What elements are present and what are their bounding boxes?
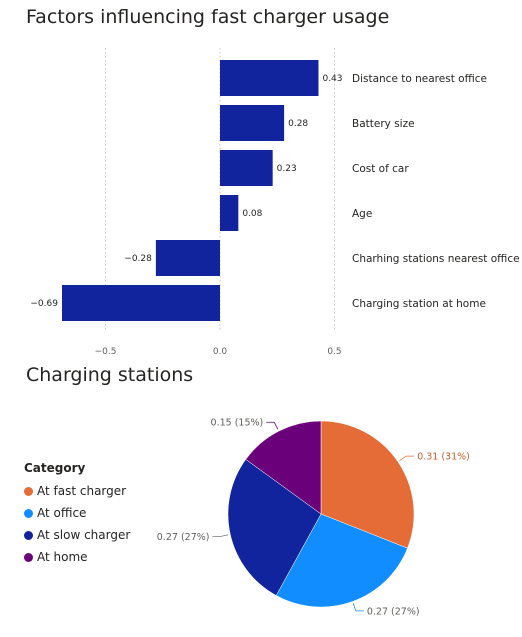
x-tick-label: −0.5 [95, 347, 117, 357]
pie-slice-label: 0.15 (15%) [211, 418, 264, 429]
bar-value-label: −0.28 [124, 254, 152, 264]
pie-slice[interactable] [275, 513, 408, 608]
bar[interactable] [220, 105, 285, 141]
legend-marker [24, 552, 33, 562]
category-label: Age [352, 208, 372, 220]
bar-value-label: 0.28 [288, 119, 308, 129]
bar[interactable] [220, 195, 239, 231]
pie-slice[interactable] [320, 420, 415, 549]
pie-slice-label: 0.31 (31%) [417, 452, 470, 463]
pie-leader-line [266, 421, 279, 430]
bar[interactable] [220, 60, 319, 96]
legend-item[interactable]: At fast charger [24, 480, 130, 502]
legend-label: At slow charger [37, 528, 131, 542]
bar-chart: −0.5 0.0 0.5 0.43 Distance to nearest office… [30, 48, 520, 357]
pie-legend: Category At fast charger At office At slow… [24, 461, 130, 568]
legend-marker [24, 530, 33, 540]
category-label: Charging station at home [352, 298, 486, 310]
legend-item[interactable]: At slow charger [24, 524, 130, 546]
legend-label: At fast charger [37, 484, 127, 498]
category-label: Cost of car [352, 163, 409, 175]
bar-value-label: 0.08 [242, 209, 262, 219]
category-label: Battery size [352, 118, 415, 130]
pie-leader-line [352, 603, 364, 612]
category-label: Distance to nearest office [352, 73, 487, 85]
pie-chart-title: Charging stations [26, 364, 194, 386]
legend-marker [24, 486, 33, 496]
bar-value-label: 0.23 [277, 164, 297, 174]
bar[interactable] [61, 285, 220, 321]
bar-value-label: −0.69 [30, 299, 58, 309]
x-tick-label: 0.0 [213, 347, 228, 357]
pie-slice-label: 0.27 (27%) [157, 532, 210, 543]
legend-marker [24, 508, 33, 518]
pie-slice[interactable] [227, 458, 322, 596]
legend-item[interactable]: At home [24, 546, 130, 568]
pie-slice-label: 0.27 (27%) [367, 606, 420, 617]
category-label: Charhing stations nearest office [352, 253, 520, 265]
legend-label: At home [37, 550, 88, 564]
bar-chart-title: Factors influencing fast charger usage [26, 6, 390, 28]
pie-leader-line [212, 534, 229, 537]
bar-value-label: 0.43 [322, 74, 342, 84]
legend-label: At office [37, 506, 87, 520]
pie-slice[interactable] [245, 420, 322, 515]
legend-item[interactable]: At office [24, 502, 130, 524]
legend-title: Category [24, 461, 86, 475]
bar[interactable] [155, 240, 220, 276]
x-tick-label: 0.5 [327, 347, 341, 357]
pie-leader-line [399, 455, 415, 461]
bar[interactable] [220, 150, 273, 186]
